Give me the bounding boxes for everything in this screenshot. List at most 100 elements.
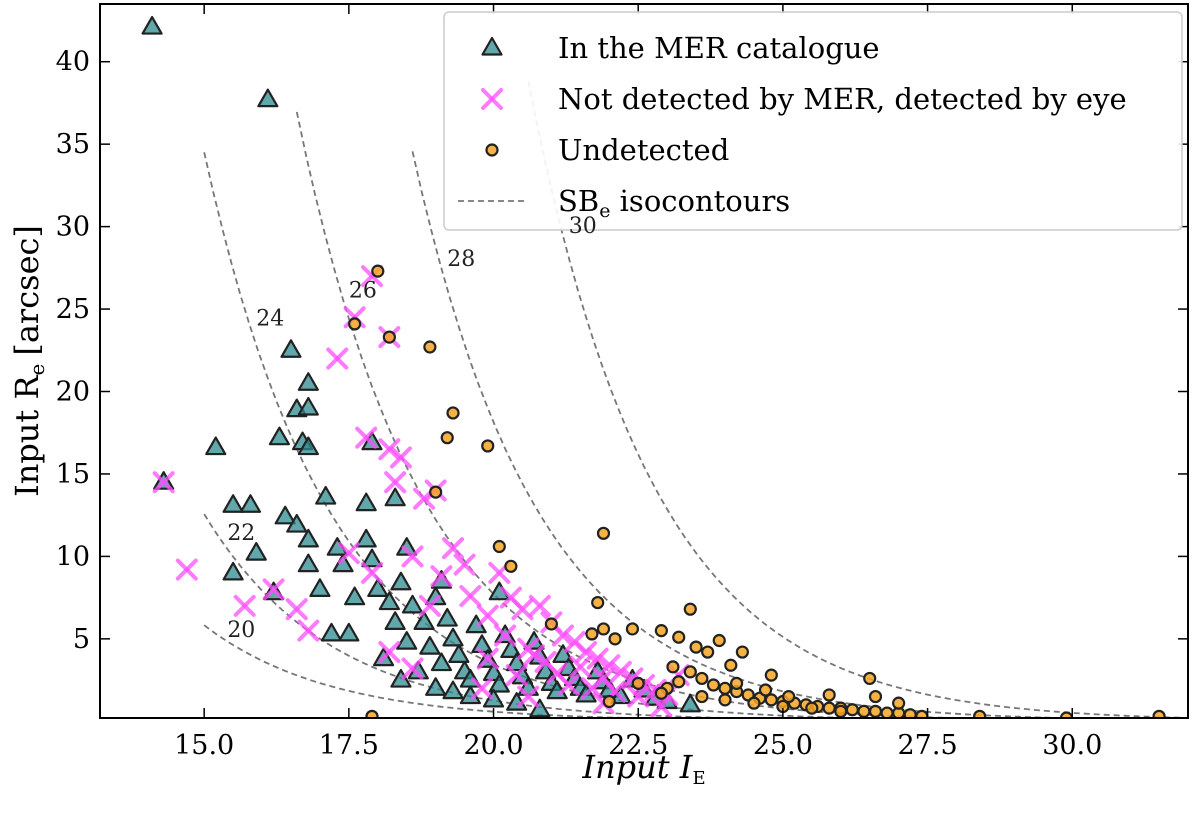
point-undetected (868, 689, 883, 704)
x-tick-label: 25.0 (753, 730, 813, 761)
point-detected-by-eye (401, 657, 424, 680)
x-tick-label: 22.5 (608, 730, 668, 761)
point-undetected (805, 701, 819, 715)
point-undetected (729, 676, 744, 690)
y-tick-label: 10 (56, 541, 90, 572)
point-detected-by-eye (389, 446, 412, 469)
point-detected-by-eye (297, 619, 320, 642)
legend-entry: SBe isocontours (458, 184, 790, 222)
point-undetected (481, 439, 495, 453)
point-undetected (712, 633, 726, 648)
point-detected-by-eye (557, 674, 580, 697)
point-detected-by-eye (285, 598, 308, 621)
x-tick-label: 20.0 (463, 730, 523, 761)
point-mer-catalogue (500, 639, 522, 658)
point-mer-catalogue (488, 673, 510, 693)
point-detected-by-eye (627, 685, 650, 708)
legend-entry: In the MER catalogue (481, 31, 880, 65)
point-undetected (608, 632, 622, 646)
point-undetected (758, 683, 773, 697)
point-undetected (492, 539, 506, 554)
point-mer-catalogue (529, 698, 551, 718)
y-tick-label: 30 (56, 212, 90, 243)
point-undetected (382, 330, 396, 344)
point-undetected (973, 709, 987, 718)
point-mer-catalogue (355, 492, 377, 512)
isocontour-label: 20 (227, 618, 255, 643)
point-undetected (701, 645, 715, 659)
point-mer-catalogue (367, 578, 389, 597)
point-mer-catalogue (436, 607, 458, 627)
point-undetected (672, 630, 686, 644)
point-undetected (371, 264, 385, 278)
point-undetected (689, 640, 703, 654)
isocontour-line (203, 513, 765, 718)
point-undetected (440, 431, 454, 445)
point-detected-by-eye (378, 438, 401, 461)
point-undetected (868, 704, 883, 718)
point-mer-catalogue (257, 88, 279, 108)
point-undetected (1152, 709, 1166, 718)
point-detected-by-eye (592, 667, 615, 690)
point-undetected (596, 622, 611, 636)
point-mer-catalogue (355, 528, 377, 548)
point-detected-by-eye (470, 677, 493, 700)
legend-entry: Undetected (485, 133, 729, 167)
point-mer-catalogue (448, 644, 470, 663)
point-mer-catalogue (297, 396, 319, 416)
point-mer-catalogue (222, 561, 244, 581)
point-undetected (822, 688, 836, 702)
point-undetected (724, 658, 738, 672)
point-detected-by-eye (262, 578, 285, 601)
point-mer-catalogue (141, 15, 163, 35)
axis-ticks: 15.0 17.5 20.0 22.5 25.0 27.5 30.0 5 10 15 20 25 30 3… (56, 4, 1188, 761)
point-mer-catalogue (401, 594, 424, 614)
y-tick-label: 35 (56, 129, 90, 160)
legend-x-marker (481, 88, 503, 110)
point-undetected (654, 686, 668, 700)
point-undetected (585, 627, 599, 641)
point-mer-catalogue (297, 528, 319, 548)
point-mer-catalogue (222, 494, 244, 513)
x-axis-label-subscript: E (692, 768, 705, 789)
point-mer-catalogue (274, 505, 296, 525)
point-mer-catalogue (413, 611, 435, 630)
point-undetected (1059, 711, 1074, 718)
isocontour-label: 26 (349, 279, 377, 304)
point-undetected (845, 703, 859, 717)
point-undetected (892, 696, 906, 710)
point-detected-by-eye (650, 695, 673, 718)
isocontour-line (203, 624, 668, 718)
point-detected-by-eye (494, 624, 517, 647)
data-points-layer (141, 15, 1166, 718)
x-tick-label: 30.0 (1042, 730, 1102, 761)
y-axis-label-text: Input R (8, 375, 46, 497)
point-detected-by-eye (528, 594, 551, 617)
point-detected-by-eye (401, 545, 424, 568)
x-tick-label: 27.5 (898, 730, 958, 761)
point-mer-catalogue (679, 693, 701, 713)
point-mer-catalogue (396, 631, 418, 650)
isocontour-line (411, 151, 1099, 718)
point-mer-catalogue (297, 436, 319, 456)
point-undetected (706, 678, 721, 692)
point-undetected (429, 485, 443, 499)
point-undetected (683, 665, 697, 679)
point-undetected (834, 704, 848, 718)
point-undetected (423, 340, 437, 354)
point-mer-catalogue (390, 668, 412, 688)
isocontour-label: 30 (569, 214, 597, 239)
y-tick-label: 40 (56, 47, 90, 78)
point-undetected (747, 696, 761, 710)
isocontour-label: 24 (256, 307, 284, 332)
point-detected-by-eye (551, 624, 574, 647)
point-mer-catalogue (482, 688, 505, 708)
point-undetected (880, 706, 894, 718)
point-detected-by-eye (418, 594, 441, 617)
point-detected-by-eye (569, 655, 592, 678)
point-detected-by-eye (152, 471, 175, 494)
y-tick-label: 5 (73, 624, 90, 655)
point-mer-catalogue (245, 542, 267, 561)
plot-frame (99, 3, 1189, 719)
point-detected-by-eye (476, 604, 499, 627)
